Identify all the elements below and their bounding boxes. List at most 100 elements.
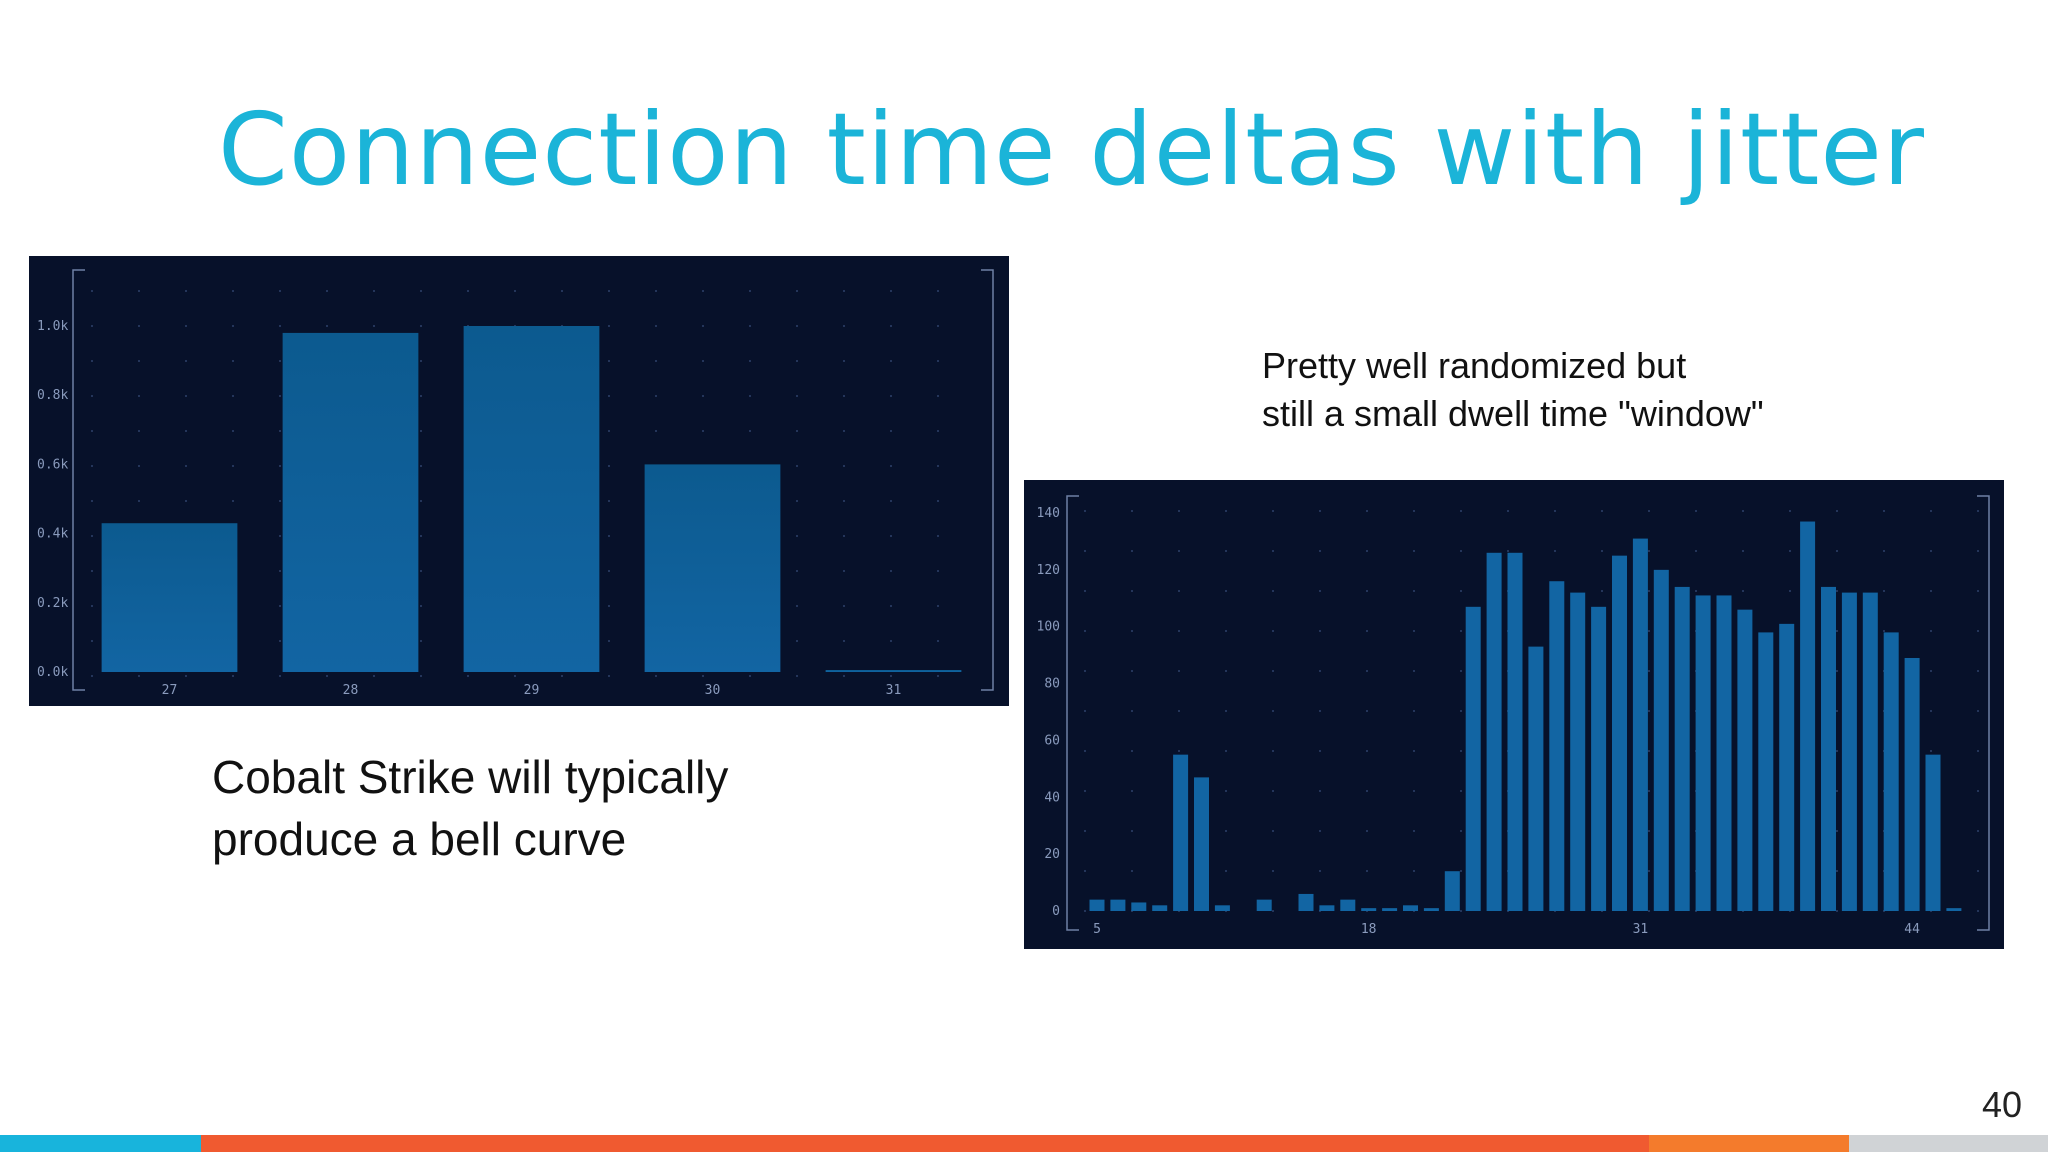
- chart-left-grid-dot: [420, 675, 422, 677]
- chart-right-grid-dot: [1977, 870, 1979, 872]
- chart-left-grid-dot: [608, 675, 610, 677]
- chart-left-grid-dot: [91, 360, 93, 362]
- chart-left-grid-dot: [420, 465, 422, 467]
- chart-right-bar-20: [1486, 552, 1502, 911]
- chart-right-grid-dot: [1319, 790, 1321, 792]
- chart-left-x-tick-30: 30: [705, 683, 721, 698]
- chart-left-grid-dot: [937, 465, 939, 467]
- chart-left-grid-dot: [937, 535, 939, 537]
- chart-left-grid-dot: [138, 465, 140, 467]
- chart-right-grid-dot: [1084, 910, 1086, 912]
- chart-right-grid-dot: [1930, 750, 1932, 752]
- chart-right-grid-dot: [1930, 670, 1932, 672]
- chart-right-grid-dot: [1131, 510, 1133, 512]
- chart-left-grid-dot: [843, 465, 845, 467]
- chart-left-grid-dot: [185, 465, 187, 467]
- chart-left-x-tick-31: 31: [886, 683, 902, 698]
- chart-right-grid-dot: [1930, 710, 1932, 712]
- chart-left-y-tick-2: 0.4k: [37, 527, 68, 542]
- chart-left-grid-dot: [608, 535, 610, 537]
- chart-left-grid-dot: [749, 290, 751, 292]
- chart-right-grid-dot: [1319, 510, 1321, 512]
- chart-right-grid-dot: [1131, 870, 1133, 872]
- chart-right-bar-42: [1946, 908, 1962, 911]
- chart-left-grid-dot: [279, 570, 281, 572]
- chart-right-bar-11: [1298, 893, 1314, 911]
- chart-left-grid-dot: [373, 325, 375, 327]
- chart-right-grid-dot: [1695, 550, 1697, 552]
- chart-right-grid-dot: [1366, 510, 1368, 512]
- chart-left-grid-dot: [843, 570, 845, 572]
- chart-right-grid-dot: [1883, 630, 1885, 632]
- chart-right-bar-28: [1653, 569, 1669, 911]
- chart-left-grid-dot: [232, 290, 234, 292]
- chart-right-grid-dot: [1413, 750, 1415, 752]
- chart-right-grid-dot: [1131, 630, 1133, 632]
- caption-right-line-1: Pretty well randomized but: [1262, 345, 1687, 386]
- chart-right-grid-dot: [1648, 710, 1650, 712]
- chart-right-grid-dot: [1319, 870, 1321, 872]
- chart-right-bar-3: [1131, 902, 1147, 911]
- chart-right-grid-dot: [1977, 710, 1979, 712]
- chart-left-grid-dot: [655, 430, 657, 432]
- chart-right-bar-2: [1110, 899, 1126, 911]
- chart-left-grid-dot: [326, 290, 328, 292]
- chart-left-y-tick-4: 0.8k: [37, 388, 68, 403]
- chart-left-grid-dot: [279, 640, 281, 642]
- footer-segment-1: [0, 1135, 201, 1152]
- chart-left-grid-dot: [843, 325, 845, 327]
- chart-left-grid-dot: [890, 500, 892, 502]
- chart-left-grid-dot: [796, 395, 798, 397]
- chart-right-grid-dot: [1977, 550, 1979, 552]
- chart-right-grid-dot: [1084, 670, 1086, 672]
- chart-left-grid-dot: [279, 465, 281, 467]
- chart-right-grid-dot: [1930, 590, 1932, 592]
- chart-right-grid-dot: [1272, 710, 1274, 712]
- chart-left-grid-dot: [937, 500, 939, 502]
- chart-left-grid-dot: [91, 395, 93, 397]
- chart-right-grid-dot: [1507, 550, 1509, 552]
- chart-right-grid-dot: [1460, 550, 1462, 552]
- chart-right-grid-dot: [1225, 630, 1227, 632]
- chart-right-y-tick-3: 60: [1044, 733, 1060, 748]
- chart-right-grid-dot: [1460, 910, 1462, 912]
- chart-left-grid-dot: [937, 360, 939, 362]
- chart-right-x-tick-31: 31: [1633, 922, 1649, 937]
- chart-right-bar-24: [1570, 592, 1586, 911]
- chart-left-grid-dot: [185, 325, 187, 327]
- chart-right-grid-dot: [1131, 590, 1133, 592]
- chart-right-grid-dot: [1319, 670, 1321, 672]
- chart-right-grid-dot: [1084, 630, 1086, 632]
- chart-right-grid-dot: [1836, 590, 1838, 592]
- chart-right-bar-41: [1925, 754, 1941, 911]
- chart-left-grid-dot: [796, 290, 798, 292]
- chart-left-grid-dot: [185, 395, 187, 397]
- chart-left-grid-dot: [937, 290, 939, 292]
- chart-left-grid-dot: [279, 290, 281, 292]
- chart-right-grid-dot: [1413, 510, 1415, 512]
- chart-right-grid-dot: [1178, 630, 1180, 632]
- chart-left-grid-dot: [702, 360, 704, 362]
- chart-right-grid-dot: [1084, 710, 1086, 712]
- chart-left-grid-dot: [232, 360, 234, 362]
- chart-left-grid-dot: [937, 605, 939, 607]
- chart-right-grid-dot: [1131, 830, 1133, 832]
- chart-left-bar-31: [825, 670, 962, 672]
- chart-left-grid-dot: [138, 360, 140, 362]
- chart-right-grid-dot: [1366, 710, 1368, 712]
- chart-left-grid-dot: [843, 290, 845, 292]
- chart-right-grid-dot: [1977, 630, 1979, 632]
- chart-right-grid-dot: [1742, 590, 1744, 592]
- footer-segment-3: [1648, 1135, 1850, 1152]
- chart-left-grid-dot: [843, 360, 845, 362]
- chart-left-grid-dot: [608, 395, 610, 397]
- chart-left-grid-dot: [91, 500, 93, 502]
- chart-left-bar-29: [463, 326, 600, 672]
- chart-left-grid-dot: [373, 290, 375, 292]
- chart-left-grid-dot: [702, 675, 704, 677]
- chart-left-frame: [72, 269, 994, 691]
- chart-left-grid-dot: [138, 290, 140, 292]
- chart-right-grid-dot: [1836, 750, 1838, 752]
- chart-left-grid-dot: [185, 430, 187, 432]
- chart-right-grid-dot: [1366, 550, 1368, 552]
